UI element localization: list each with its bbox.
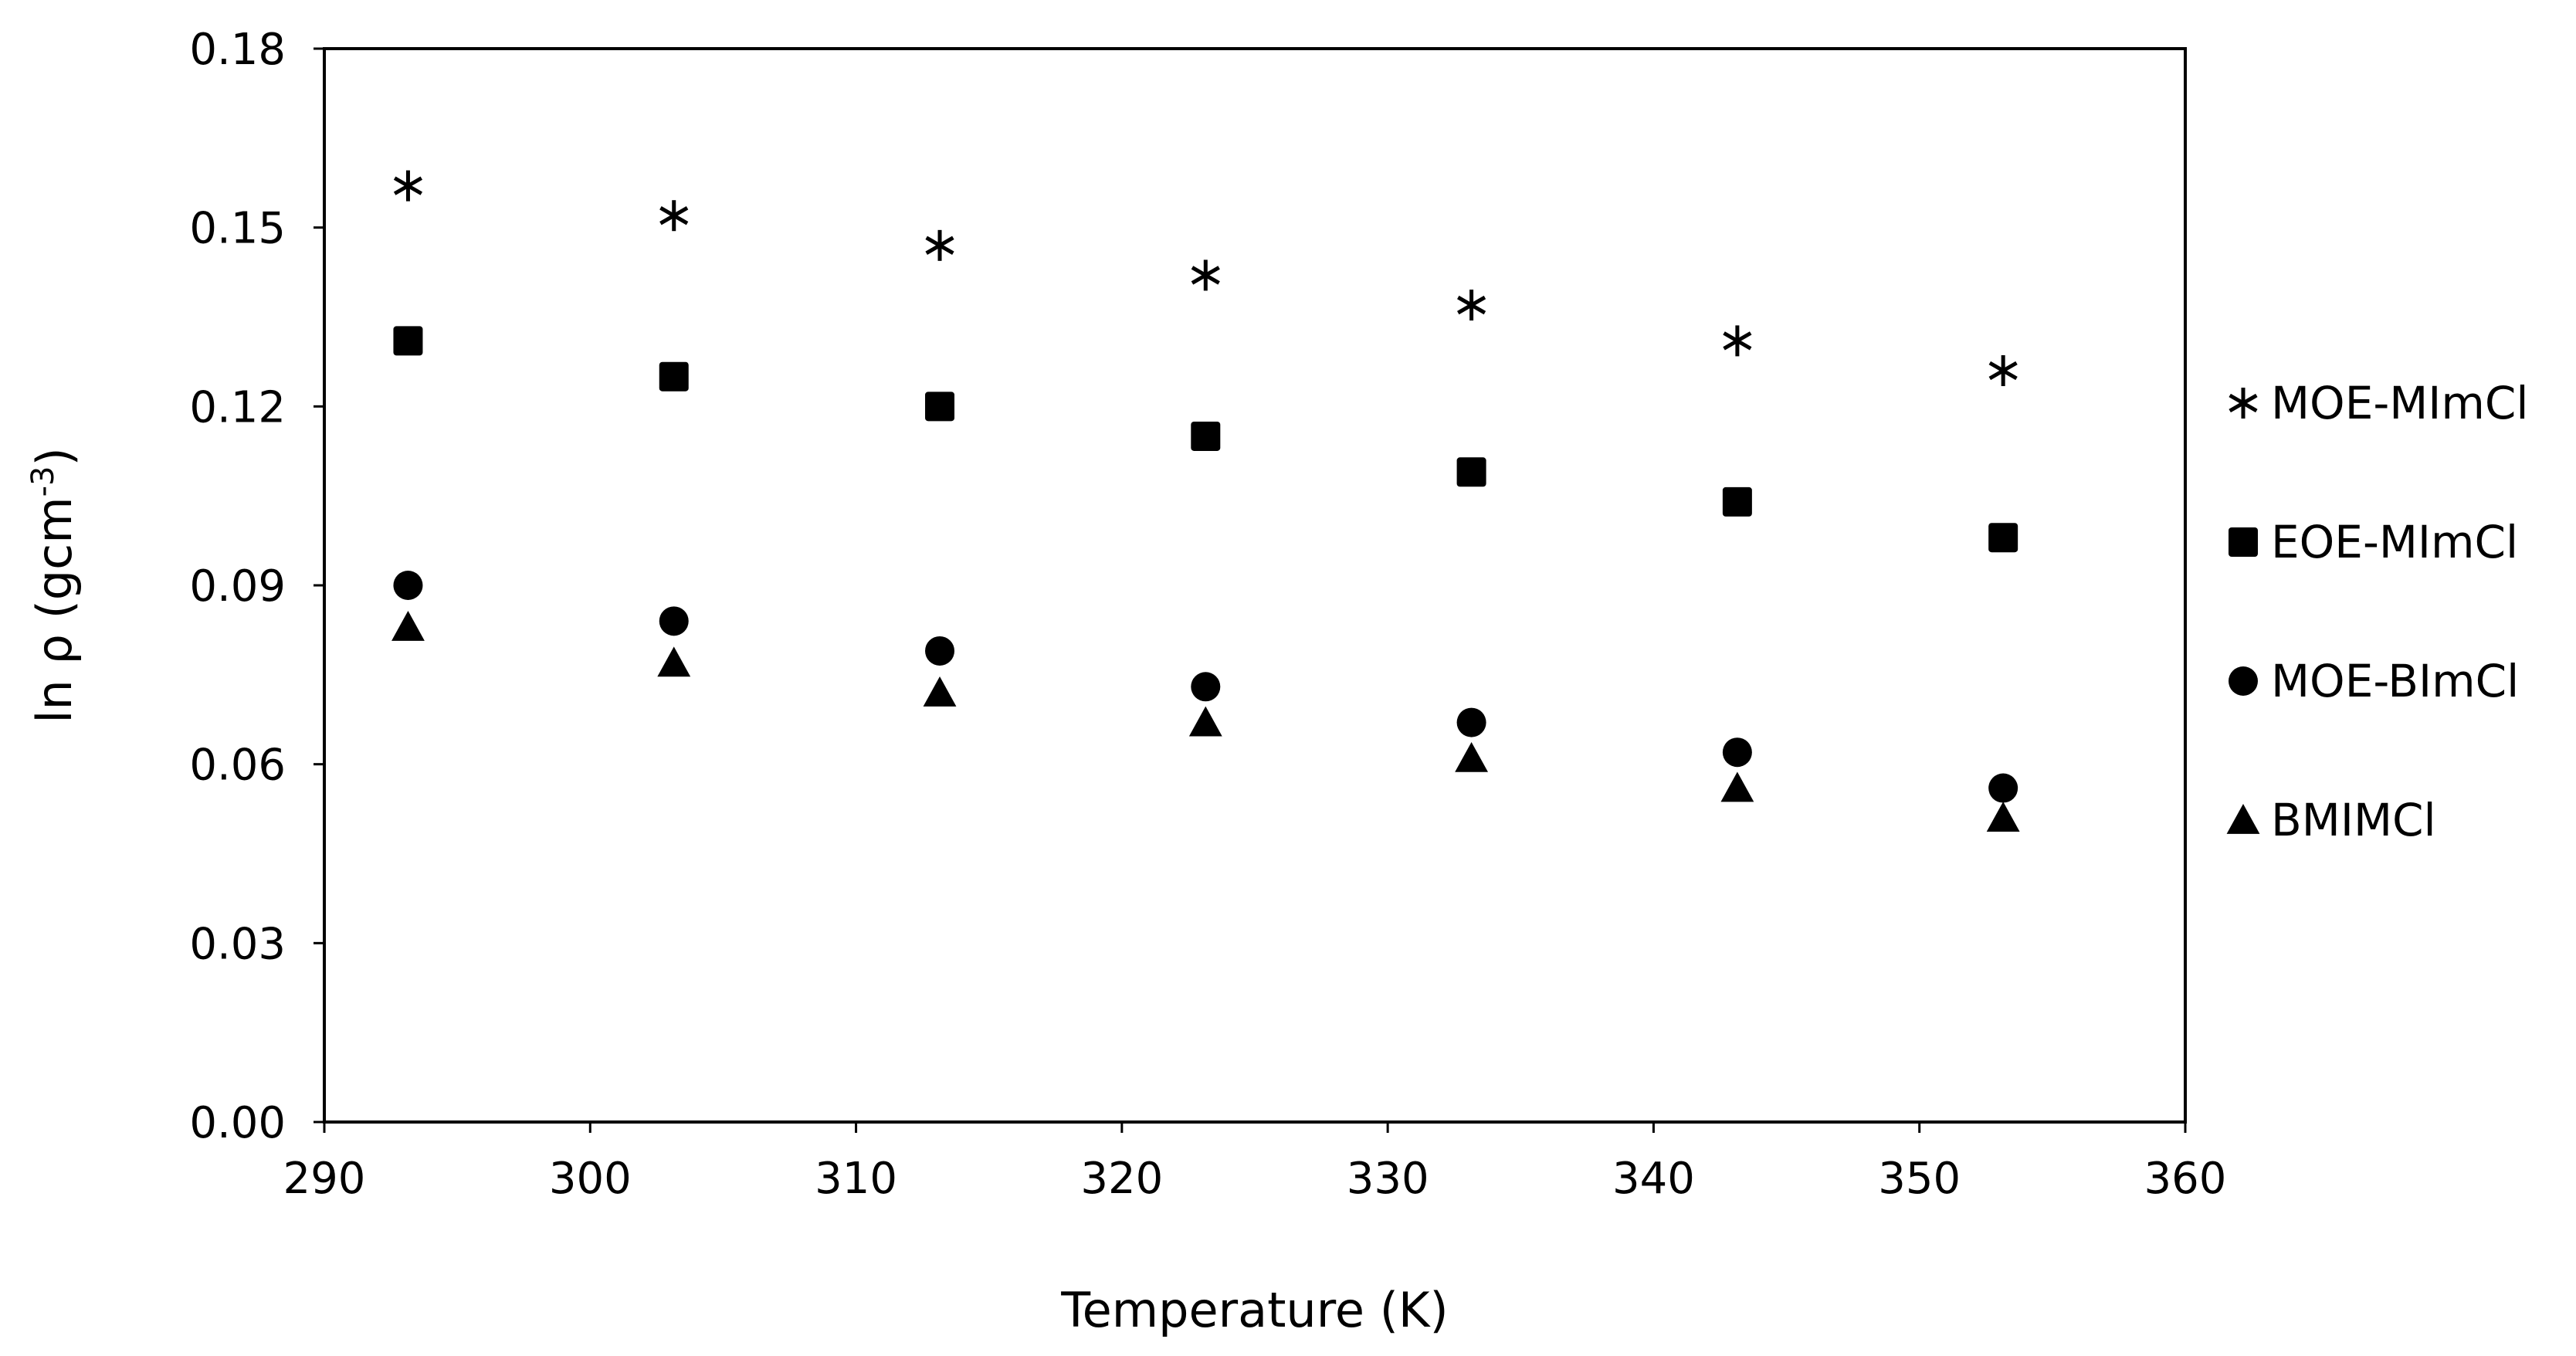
data-point-asterisk	[1723, 325, 1752, 357]
x-tick-label: 330	[1347, 1154, 1429, 1204]
y-axis-title: ln ρ (gcm-3)	[25, 447, 83, 723]
series-moe-bimcl	[393, 571, 2018, 803]
y-tick-label: 0.15	[189, 204, 286, 254]
series-eoe-mimcl	[393, 326, 2018, 553]
x-tick-label: 290	[283, 1154, 366, 1204]
x-axis-ticks: 290 300 310 320 330 340 350 360	[283, 1122, 2227, 1204]
legend-marker-asterisk	[2229, 388, 2258, 419]
data-point-triangle	[1188, 706, 1222, 737]
y-tick-label: 0.09	[189, 561, 286, 612]
x-tick-label: 350	[1878, 1154, 1961, 1204]
data-point-triangle	[1455, 741, 1489, 772]
data-point-circle	[1456, 707, 1486, 737]
data-point-triangle	[923, 676, 957, 707]
x-tick-label: 340	[1612, 1154, 1695, 1204]
y-tick-label: 0.18	[189, 25, 286, 75]
x-axis-title: Temperature (K)	[1060, 1282, 1448, 1338]
data-point-circle	[1988, 773, 2018, 803]
data-point-square	[659, 361, 689, 392]
data-point-triangle	[657, 646, 691, 677]
data-point-asterisk	[393, 170, 423, 202]
series-bmimcl	[391, 611, 2020, 832]
x-tick-label: 320	[1080, 1154, 1163, 1204]
y-axis-ticks: 0.00 0.03 0.06 0.09 0.12 0.15 0.18	[189, 25, 324, 1148]
data-point-triangle	[1986, 802, 2020, 832]
legend-label: MOE-BImCl	[2271, 655, 2519, 707]
data-point-triangle	[1720, 771, 1754, 802]
data-point-square	[1456, 457, 1486, 487]
data-point-asterisk	[925, 229, 954, 261]
legend-label: BMIMCl	[2271, 794, 2436, 846]
y-tick-label: 0.00	[189, 1098, 286, 1148]
data-point-square	[925, 392, 955, 422]
data-point-circle	[659, 606, 689, 636]
data-point-asterisk	[1988, 355, 2018, 386]
data-point-square	[1988, 523, 2018, 553]
y-tick-label: 0.12	[189, 382, 286, 432]
data-point-asterisk	[1457, 290, 1486, 321]
y-axis-title-base: ln ρ (gcm	[26, 497, 83, 723]
legend-label: MOE-MImCl	[2271, 377, 2529, 429]
legend-item: BMIMCl	[2226, 794, 2436, 846]
data-point-triangle	[391, 611, 425, 641]
x-tick-label: 360	[2144, 1154, 2227, 1204]
data-point-circle	[1722, 737, 1752, 768]
data-point-asterisk	[659, 200, 689, 232]
legend-item: MOE-MImCl	[2229, 377, 2529, 429]
y-axis-title-superscript: -3	[25, 466, 61, 497]
legend: MOE-MImCl EOE-MImCl MOE-BImCl BMIMCl	[2226, 377, 2529, 846]
data-point-square	[1191, 421, 1221, 451]
data-point-square	[1722, 486, 1752, 517]
data-point-circle	[393, 571, 423, 600]
data-point-asterisk	[1191, 259, 1220, 291]
data-markers	[391, 170, 2020, 832]
legend-label: EOE-MImCl	[2271, 516, 2518, 568]
y-tick-label: 0.03	[189, 919, 286, 969]
legend-item: MOE-BImCl	[2229, 655, 2519, 707]
legend-marker-square	[2229, 527, 2258, 557]
data-point-square	[393, 326, 423, 356]
data-point-circle	[925, 636, 955, 666]
legend-item: EOE-MImCl	[2229, 516, 2518, 568]
y-axis-title-suffix: )	[26, 447, 83, 466]
series-moe-mimcl	[393, 170, 2018, 386]
data-point-circle	[1191, 672, 1221, 702]
y-tick-label: 0.06	[189, 741, 286, 791]
legend-marker-circle	[2229, 666, 2258, 696]
x-tick-label: 300	[549, 1154, 632, 1204]
x-tick-label: 310	[815, 1154, 897, 1204]
legend-marker-triangle	[2226, 804, 2260, 834]
